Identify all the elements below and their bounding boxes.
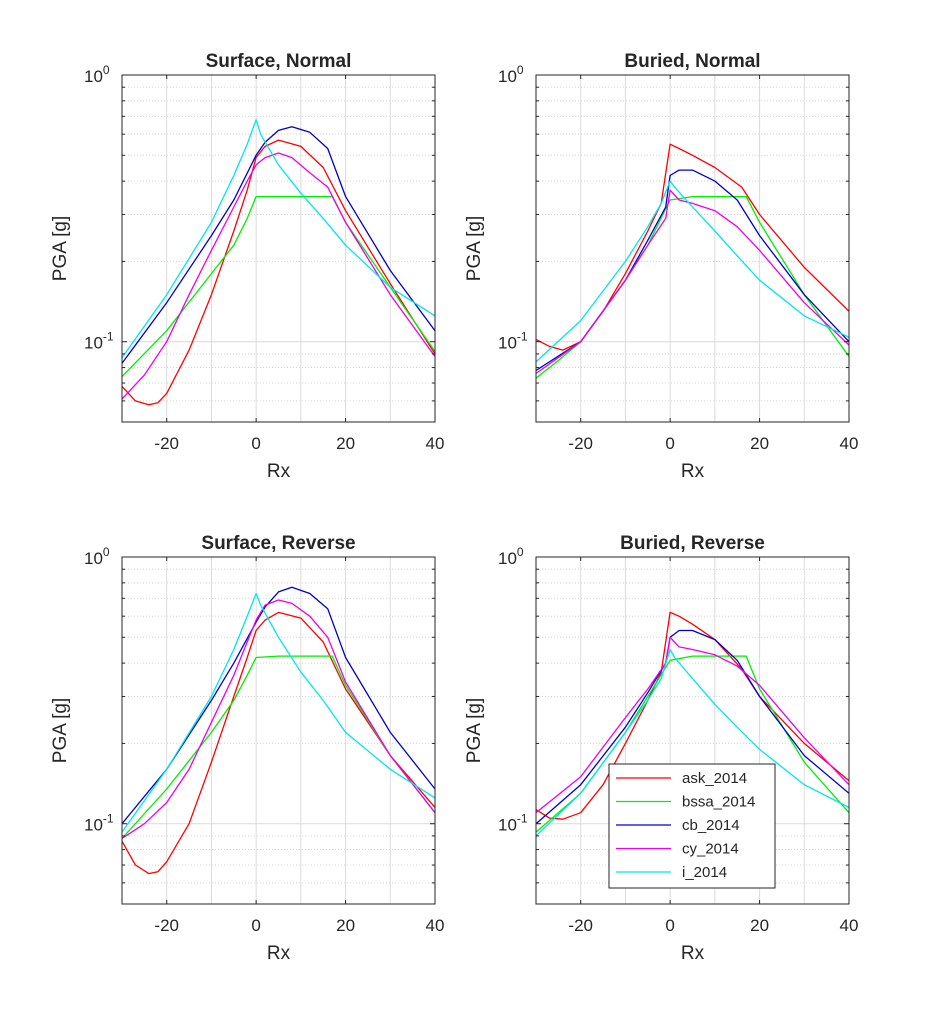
plot-area — [122, 557, 435, 904]
x-tick-label: 20 — [750, 916, 769, 935]
y-tick-label: 100 — [498, 545, 524, 568]
series-line-cy_2014 — [122, 599, 435, 840]
y-tick-label-exponent: 0 — [103, 63, 110, 77]
x-tick-label: 0 — [665, 434, 674, 453]
x-tick-label: -20 — [154, 916, 179, 935]
y-tick-label-exponent: -1 — [103, 330, 114, 344]
series-line-cb_2014 — [122, 586, 435, 825]
y-tick-label-exponent: 0 — [517, 545, 524, 559]
x-tick-label: 20 — [336, 916, 355, 935]
y-tick-label: 10-1 — [498, 330, 528, 353]
series-line-i_2014 — [536, 180, 849, 363]
series-line-cb_2014 — [122, 126, 435, 364]
x-tick-label: 0 — [251, 434, 260, 453]
y-tick-label-base: 10 — [498, 549, 517, 568]
series-line-i_2014 — [122, 119, 435, 359]
chart-title: Surface, Normal — [206, 51, 352, 72]
axes-box — [121, 74, 436, 423]
series-line-ask_2014 — [122, 139, 435, 406]
y-axis-label: PGA [g] — [50, 698, 71, 763]
axes-box — [121, 556, 436, 905]
y-tick-label: 10-1 — [84, 812, 114, 835]
grid — [121, 75, 436, 423]
x-tick-label: 20 — [750, 434, 769, 453]
y-tick-label-base: 10 — [498, 67, 517, 86]
y-tick-label: 10-1 — [498, 812, 528, 835]
series-line-ask_2014 — [122, 611, 435, 875]
x-tick-label: 40 — [426, 916, 445, 935]
x-tick-label: -20 — [568, 434, 593, 453]
series-line-i_2014 — [122, 592, 435, 833]
x-axis-label: Rx — [267, 461, 291, 482]
legend-label-bssa_2014: bssa_2014 — [682, 794, 755, 811]
legend-label-i_2014: i_2014 — [682, 864, 727, 881]
series-line-cy_2014 — [122, 152, 435, 400]
legend-label-cy_2014: cy_2014 — [682, 841, 739, 858]
series-group — [122, 586, 435, 875]
chart-title: Surface, Reverse — [201, 533, 355, 554]
chart-title: Buried, Reverse — [620, 533, 765, 554]
legend-label-cb_2014: cb_2014 — [682, 817, 740, 834]
y-tick-label: 100 — [84, 63, 110, 86]
y-tick-label-exponent: -1 — [103, 812, 114, 826]
y-tick-label-base: 10 — [498, 816, 517, 835]
x-tick-label: -20 — [568, 916, 593, 935]
series-group — [536, 143, 849, 379]
series-line-ask_2014 — [536, 143, 849, 351]
y-tick-label-exponent: -1 — [517, 812, 528, 826]
y-tick-label: 10-1 — [84, 330, 114, 353]
legend: ask_2014 bssa_2014 cb_2014 cy_2014 i_2014 — [608, 763, 776, 889]
legend-label-ask_2014: ask_2014 — [682, 770, 747, 787]
y-tick-label: 100 — [84, 545, 110, 568]
series-line-cy_2014 — [536, 189, 849, 375]
x-tick-label: 40 — [840, 434, 859, 453]
x-tick-label: 40 — [840, 916, 859, 935]
y-axis-label: PGA [g] — [464, 698, 485, 763]
y-tick-label-exponent: -1 — [517, 330, 528, 344]
y-tick-label-base: 10 — [84, 67, 103, 86]
x-tick-label: 0 — [665, 916, 674, 935]
y-tick-label-exponent: 0 — [103, 545, 110, 559]
series-line-cy_2014 — [536, 636, 849, 814]
axes-box — [535, 556, 850, 905]
x-tick-label: 0 — [251, 916, 260, 935]
axes-box — [535, 74, 850, 423]
x-axis-label: Rx — [681, 461, 705, 482]
y-tick-label-base: 10 — [84, 816, 103, 835]
series-group — [536, 611, 849, 837]
x-axis-label: Rx — [267, 943, 291, 964]
plot-area — [122, 75, 435, 422]
legend-box — [608, 763, 776, 889]
x-tick-label: -20 — [154, 434, 179, 453]
x-tick-label: 40 — [426, 434, 445, 453]
chart-title: Buried, Normal — [624, 51, 760, 72]
series-line-i_2014 — [536, 648, 849, 837]
y-axis-label: PGA [g] — [50, 216, 71, 281]
series-line-bssa_2014 — [122, 655, 435, 839]
y-tick-label: 100 — [498, 63, 524, 86]
y-tick-label-exponent: 0 — [517, 63, 524, 77]
y-tick-label-base: 10 — [498, 334, 517, 353]
y-tick-label-base: 10 — [84, 549, 103, 568]
series-line-cb_2014 — [536, 629, 849, 825]
x-tick-label: 20 — [336, 434, 355, 453]
y-axis-label: PGA [g] — [464, 216, 485, 281]
plot-area — [536, 75, 849, 422]
series-group — [122, 119, 435, 406]
x-axis-label: Rx — [681, 943, 705, 964]
y-tick-label-base: 10 — [84, 334, 103, 353]
